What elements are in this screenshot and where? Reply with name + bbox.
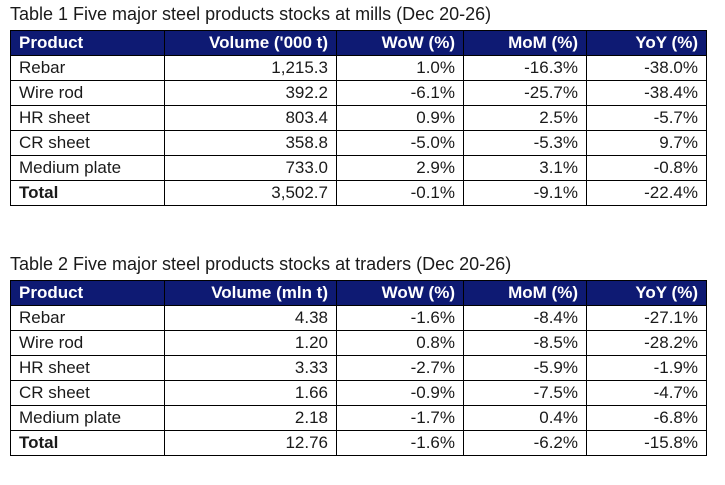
table-row: CR sheet 358.8 -5.0% -5.3% 9.7% [10,130,707,156]
value-cell: -38.0% [586,55,707,81]
value-cell: -1.7% [336,405,464,431]
value-cell: 392.2 [164,80,337,106]
value-cell: 2.9% [336,155,464,181]
value-cell: -1.9% [586,355,707,381]
table-row: Rebar 1,215.3 1.0% -16.3% -38.0% [10,55,707,81]
value-cell: -22.4% [586,180,707,206]
value-cell: 1.66 [164,380,337,406]
value-cell: -38.4% [586,80,707,106]
value-cell: -5.3% [463,130,587,156]
total-row: Total 3,502.7 -0.1% -9.1% -22.4% [10,180,707,206]
value-cell: 803.4 [164,105,337,131]
table-row: HR sheet 803.4 0.9% 2.5% -5.7% [10,105,707,131]
table-2-caption: Table 2 Five major steel products stocks… [10,254,512,274]
column-header: Product [10,30,165,56]
mills-stocks-table: Product Volume ('000 t) WoW (%) MoM (%) YoY … [10,30,707,206]
column-header: Product [10,280,165,306]
table-row: Wire rod 1.20 0.8% -8.5% -28.2% [10,330,707,356]
value-cell: -8.5% [463,330,587,356]
value-cell: 0.8% [336,330,464,356]
product-name-cell: Total [10,180,165,206]
table-row: Medium plate 733.0 2.9% 3.1% -0.8% [10,155,707,181]
value-cell: -9.1% [463,180,587,206]
table-row: HR sheet 3.33 -2.7% -5.9% -1.9% [10,355,707,381]
value-cell: 1.0% [336,55,464,81]
value-cell: -16.3% [463,55,587,81]
value-cell: -4.7% [586,380,707,406]
value-cell: 2.5% [463,105,587,131]
table-header-row: Product Volume ('000 t) WoW (%) MoM (%) YoY … [10,30,707,56]
value-cell: -7.5% [463,380,587,406]
value-cell: -5.9% [463,355,587,381]
value-cell: 0.4% [463,405,587,431]
table-row: CR sheet 1.66 -0.9% -7.5% -4.7% [10,380,707,406]
column-header: YoY (%) [586,280,707,306]
column-header: Volume ('000 t) [164,30,337,56]
value-cell: -8.4% [463,305,587,331]
table-header-row: Product Volume (mln t) WoW (%) MoM (%) YoY (… [10,280,707,306]
table-1-caption: Table 1 Five major steel products stocks… [10,4,492,24]
value-cell: -5.0% [336,130,464,156]
value-cell: -15.8% [586,430,707,456]
table-row: Medium plate 2.18 -1.7% 0.4% -6.8% [10,405,707,431]
value-cell: 2.18 [164,405,337,431]
product-name-cell: Wire rod [10,80,165,106]
product-name-cell: HR sheet [10,355,165,381]
value-cell: 12.76 [164,430,337,456]
total-row: Total 12.76 -1.6% -6.2% -15.8% [10,430,707,456]
table-row: Wire rod 392.2 -6.1% -25.7% -38.4% [10,80,707,106]
value-cell: -0.1% [336,180,464,206]
product-name-cell: CR sheet [10,380,165,406]
value-cell: -6.1% [336,80,464,106]
value-cell: -5.7% [586,105,707,131]
product-name-cell: HR sheet [10,105,165,131]
column-header: WoW (%) [336,280,464,306]
value-cell: 733.0 [164,155,337,181]
value-cell: -25.7% [463,80,587,106]
value-cell: 0.9% [336,105,464,131]
value-cell: -28.2% [586,330,707,356]
value-cell: -0.8% [586,155,707,181]
value-cell: 1,215.3 [164,55,337,81]
value-cell: -2.7% [336,355,464,381]
product-name-cell: Total [10,430,165,456]
product-name-cell: Rebar [10,55,165,81]
value-cell: 3,502.7 [164,180,337,206]
value-cell: -1.6% [336,305,464,331]
column-header: Volume (mln t) [164,280,337,306]
traders-stocks-table: Product Volume (mln t) WoW (%) MoM (%) YoY (… [10,280,707,456]
column-header: MoM (%) [463,280,587,306]
value-cell: -27.1% [586,305,707,331]
column-header: WoW (%) [336,30,464,56]
value-cell: -1.6% [336,430,464,456]
value-cell: 1.20 [164,330,337,356]
value-cell: -6.2% [463,430,587,456]
value-cell: 358.8 [164,130,337,156]
column-header: MoM (%) [463,30,587,56]
product-name-cell: Medium plate [10,405,165,431]
product-name-cell: Medium plate [10,155,165,181]
table-row: Rebar 4.38 -1.6% -8.4% -27.1% [10,305,707,331]
value-cell: 3.1% [463,155,587,181]
column-header: YoY (%) [586,30,707,56]
value-cell: 9.7% [586,130,707,156]
value-cell: 3.33 [164,355,337,381]
value-cell: 4.38 [164,305,337,331]
product-name-cell: CR sheet [10,130,165,156]
value-cell: -6.8% [586,405,707,431]
product-name-cell: Rebar [10,305,165,331]
value-cell: -0.9% [336,380,464,406]
product-name-cell: Wire rod [10,330,165,356]
